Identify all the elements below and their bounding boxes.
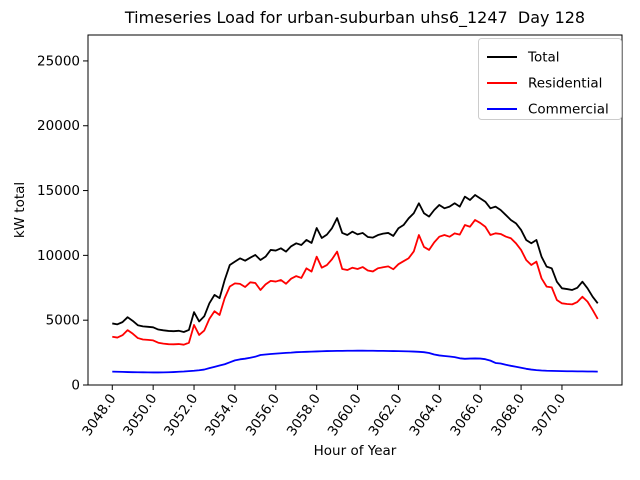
chart-title: Timeseries Load for urban-suburban uhs6_… — [124, 8, 585, 28]
plot-frame — [87, 34, 623, 386]
x-axis-label: Hour of Year — [314, 443, 397, 459]
y-tick-label: 20000 — [37, 118, 80, 134]
y-tick-label: 10000 — [37, 248, 80, 264]
x-tick-label: 3068.0 — [488, 391, 528, 439]
x-tick-label: 3050.0 — [120, 391, 160, 439]
legend-frame — [478, 38, 622, 120]
y-tick-label: 0 — [71, 378, 80, 394]
y-axis-label: kW total — [12, 182, 28, 238]
x-tick-label: 3062.0 — [366, 391, 406, 439]
series-line-residential — [112, 219, 599, 346]
y-tick-label: 5000 — [46, 313, 80, 329]
series-line-total — [112, 194, 599, 333]
x-tick-label: 3066.0 — [447, 391, 487, 439]
legend: Total Residential Commercial — [478, 38, 622, 120]
legend-label-total: Total — [527, 50, 560, 66]
x-tick-label: 3064.0 — [406, 391, 446, 439]
y-tick-label: 15000 — [37, 183, 80, 199]
x-tick-label: 3070.0 — [529, 391, 569, 439]
x-tick-label: 3048.0 — [79, 391, 119, 439]
series-line-commercial — [112, 349, 598, 374]
series-lines — [112, 194, 599, 374]
x-tick-label: 3060.0 — [325, 391, 365, 439]
x-tick-label: 3054.0 — [202, 391, 242, 439]
y-tick-label: 25000 — [37, 53, 80, 69]
x-tick-label: 3052.0 — [161, 391, 201, 439]
legend-label-commercial: Commercial — [528, 102, 609, 118]
legend-entries: Total Residential Commercial — [487, 50, 609, 118]
x-tick-label: 3058.0 — [284, 391, 324, 439]
x-tick-label: 3056.0 — [243, 391, 283, 439]
legend-label-residential: Residential — [528, 76, 602, 92]
